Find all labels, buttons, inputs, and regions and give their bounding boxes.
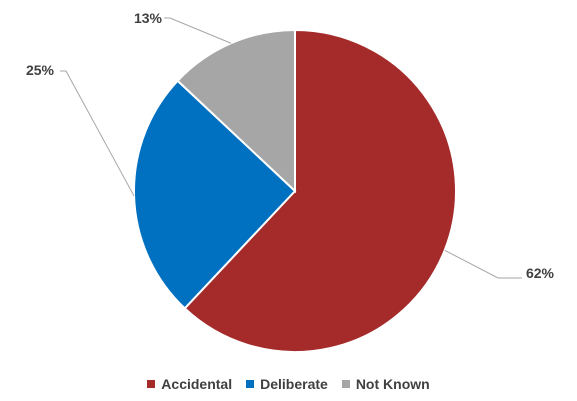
data-label-accidental: 62% xyxy=(526,265,555,281)
legend-item-accidental[interactable]: Accidental xyxy=(147,376,232,392)
pie-slice-deliberate[interactable] xyxy=(133,79,297,310)
leader-lines xyxy=(60,17,522,279)
leader-line-not-known xyxy=(164,17,232,44)
legend-item-not-known[interactable]: Not Known xyxy=(341,376,430,392)
pie-slice-not-known[interactable] xyxy=(176,28,296,194)
legend-swatch-accidental xyxy=(147,380,156,388)
data-label-not-known: 13% xyxy=(134,10,163,26)
leader-line-accidental xyxy=(444,249,522,279)
leader-line-deliberate xyxy=(60,70,135,197)
legend-label-not-known: Not Known xyxy=(355,376,430,392)
legend-swatch-deliberate xyxy=(246,380,255,388)
legend-label-deliberate: Deliberate xyxy=(260,376,328,392)
legend: Accidental Deliberate Not Known xyxy=(0,376,577,392)
pie-slices xyxy=(133,28,457,353)
legend-swatch-not-known xyxy=(341,380,350,388)
data-label-deliberate: 25% xyxy=(26,62,55,78)
legend-label-accidental: Accidental xyxy=(161,376,233,392)
data-labels: 62% 25% 13% xyxy=(26,10,555,281)
legend-item-deliberate[interactable]: Deliberate xyxy=(246,376,328,392)
